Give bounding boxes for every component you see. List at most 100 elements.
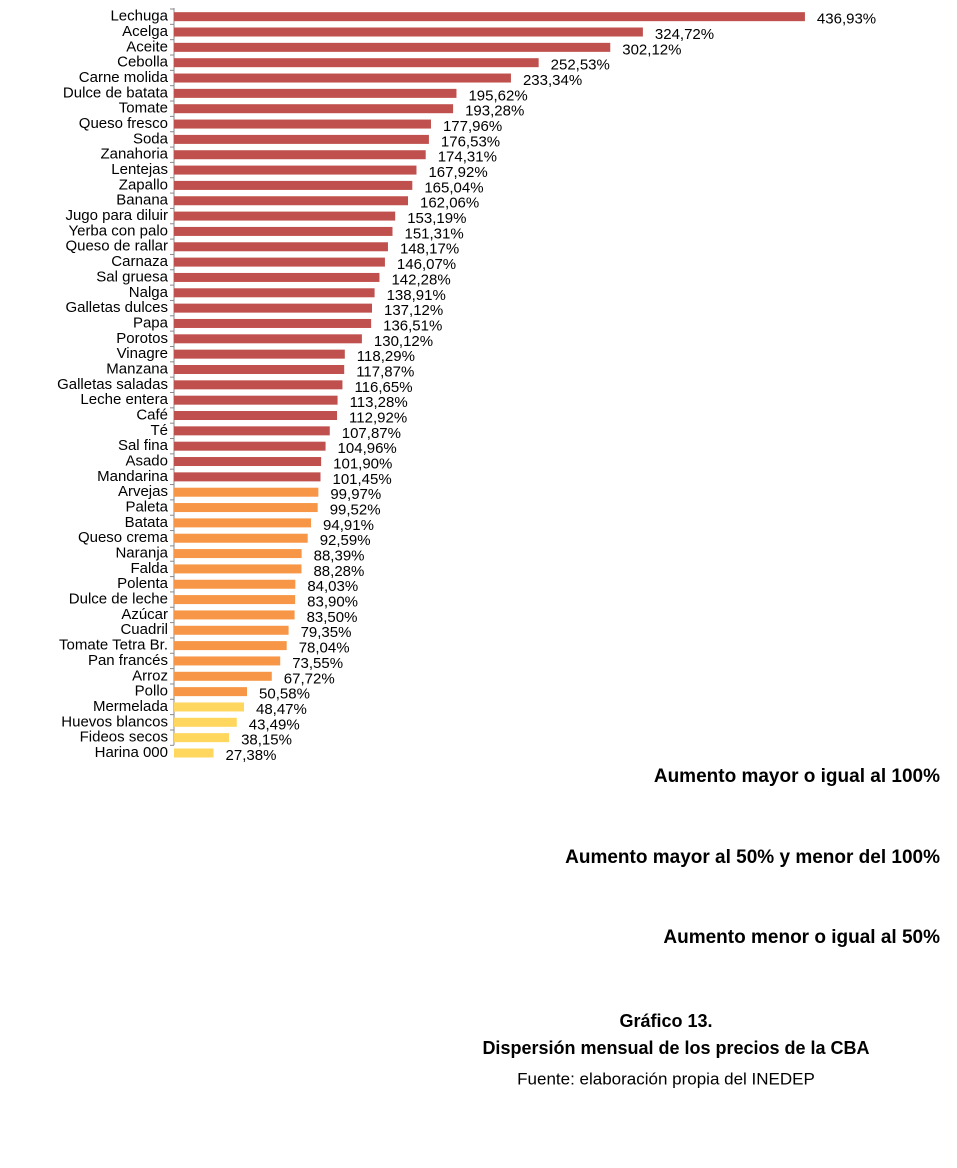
bar [174, 104, 454, 114]
value-label: 137,12% [384, 302, 443, 319]
y-tick-label: Papa [133, 314, 169, 331]
bar [174, 579, 296, 589]
y-tick-label: Polenta [117, 575, 169, 592]
value-label: 79,35% [301, 624, 352, 641]
y-tick-label: Cebolla [117, 54, 169, 71]
bar [174, 641, 287, 651]
y-tick-label: Pollo [135, 683, 168, 700]
y-tick-label: Lentejas [111, 161, 168, 178]
bar [174, 717, 237, 727]
y-tick-label: Arvejas [118, 483, 168, 500]
bar [174, 196, 409, 206]
bar [174, 58, 539, 68]
value-label: 174,31% [438, 149, 497, 166]
y-tick-label: Tomate [119, 100, 168, 117]
y-tick-label: Café [136, 406, 168, 423]
y-tick-label: Batata [125, 514, 169, 531]
bar [174, 671, 272, 681]
bar [174, 27, 643, 37]
value-label: 252,53% [551, 57, 610, 74]
value-label: 50,58% [259, 686, 310, 703]
bar [174, 564, 302, 574]
bar [174, 411, 338, 421]
value-label: 177,96% [443, 118, 502, 135]
bar [174, 334, 362, 344]
bar [174, 272, 380, 282]
bar [174, 303, 373, 313]
y-tick-label: Harina 000 [95, 744, 168, 761]
chart-subtitle: Dispersión mensual de los precios de la … [482, 1038, 869, 1058]
bar [174, 426, 330, 436]
value-label: 302,12% [622, 41, 681, 58]
y-tick-label: Naranja [115, 545, 168, 562]
bar [174, 533, 308, 543]
bar [174, 134, 429, 144]
y-tick-label: Té [150, 422, 168, 439]
value-label: 101,90% [333, 455, 392, 472]
value-label: 107,87% [342, 425, 401, 442]
value-label: 436,93% [817, 11, 876, 28]
y-tick-label: Dulce de batata [63, 84, 169, 101]
value-label: 165,04% [424, 179, 483, 196]
value-label: 138,91% [387, 287, 446, 304]
value-label: 153,19% [407, 210, 466, 227]
bar [174, 349, 345, 359]
y-tick-label: Carnaza [111, 253, 168, 270]
y-tick-label: Queso crema [78, 529, 169, 546]
bar [174, 595, 296, 605]
bar [174, 119, 431, 129]
y-tick-label: Jugo para diluir [65, 207, 168, 224]
y-tick-label: Sal fina [118, 437, 169, 454]
bar [174, 380, 343, 390]
value-label: 146,07% [397, 256, 456, 273]
value-label: 88,39% [314, 548, 365, 565]
y-tick-label: Falda [130, 560, 168, 577]
value-label: 118,29% [357, 348, 415, 365]
y-tick-label: Zapallo [119, 176, 168, 193]
value-label: 324,72% [655, 26, 714, 43]
value-label: 92,59% [320, 532, 371, 549]
bar [174, 687, 248, 697]
y-tick-label: Tomate Tetra Br. [59, 637, 168, 654]
legend-label: Aumento menor o igual al 50% [663, 927, 940, 948]
bar [174, 472, 321, 482]
y-tick-label: Nalga [129, 284, 169, 301]
y-tick-label: Huevos blancos [61, 713, 168, 730]
y-tick-label: Queso de rallar [65, 238, 168, 255]
value-label: 116,65% [354, 379, 412, 396]
bar [174, 180, 413, 190]
source: Fuente: elaboración propia del INEDEP [517, 1069, 815, 1088]
bar [174, 733, 230, 743]
bar [174, 487, 319, 497]
y-tick-label: Carne molida [79, 69, 169, 86]
bar [174, 318, 372, 328]
value-label: 195,62% [468, 87, 527, 104]
value-label: 113,28% [350, 394, 408, 411]
value-label: 162,06% [420, 195, 479, 212]
y-tick-label: Paleta [125, 499, 168, 516]
bar [174, 88, 457, 98]
y-tick-label: Lechuga [110, 8, 168, 25]
y-tick-label: Banana [116, 192, 168, 209]
value-label: 117,87% [356, 363, 414, 380]
y-tick-label: Azúcar [121, 606, 168, 623]
y-tick-label: Zanahoria [100, 146, 168, 163]
value-label: 94,91% [323, 517, 374, 534]
bar [174, 211, 396, 221]
y-tick-label: Pan francés [88, 652, 168, 669]
bar [174, 257, 385, 267]
legend-label: Aumento mayor o igual al 100% [654, 766, 940, 787]
bar [174, 549, 302, 559]
bar [174, 226, 393, 236]
y-tick-label: Mermelada [93, 698, 169, 715]
value-label: 104,96% [338, 440, 397, 457]
value-label: 99,97% [330, 486, 381, 503]
value-label: 48,47% [256, 701, 307, 718]
y-tick-label: Queso fresco [79, 115, 168, 132]
bar [174, 165, 417, 175]
bar [174, 395, 338, 405]
value-label: 193,28% [465, 103, 524, 120]
bar [174, 288, 375, 298]
bar [174, 42, 611, 52]
bar [174, 702, 244, 712]
